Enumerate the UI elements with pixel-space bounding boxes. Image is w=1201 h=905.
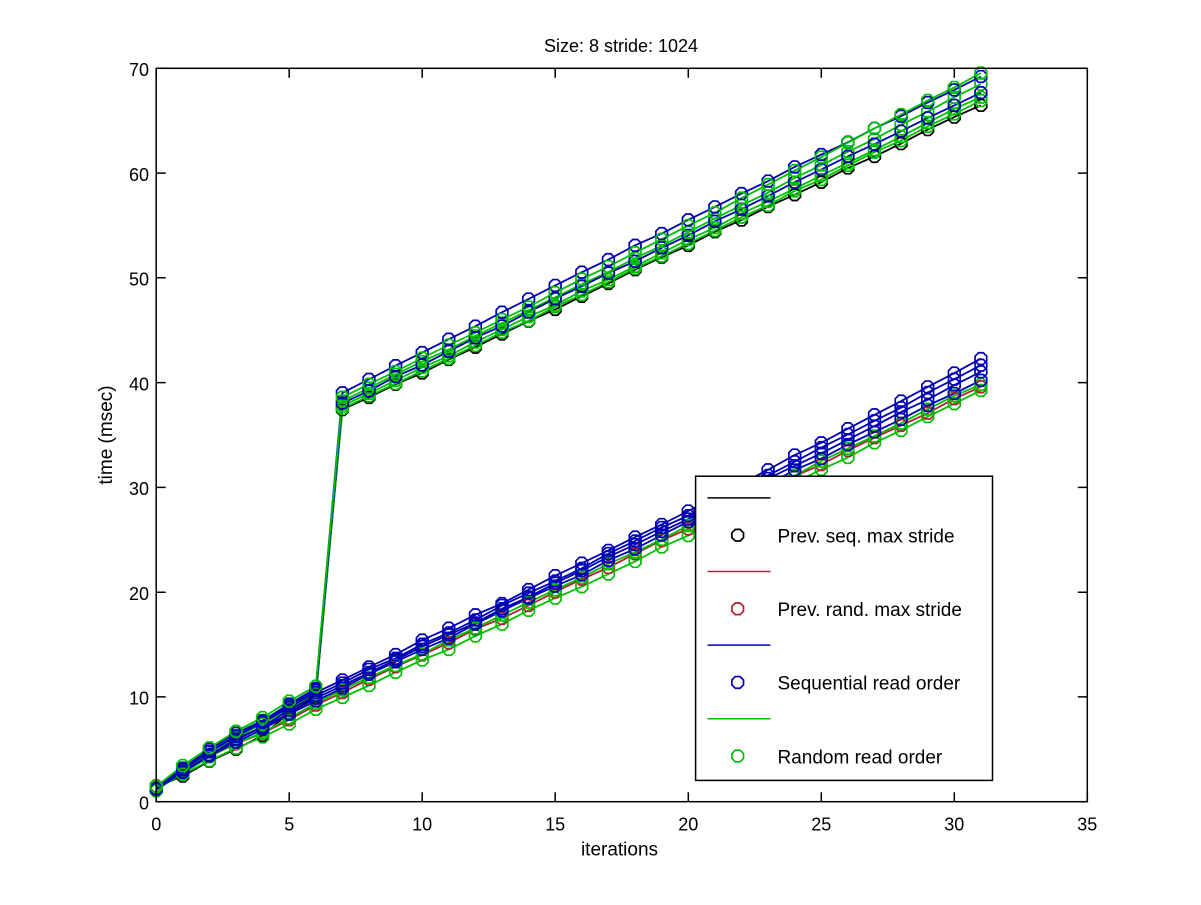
svg-text:30: 30 <box>129 479 149 499</box>
svg-text:Size: 8 stride: 1024: Size: 8 stride: 1024 <box>544 36 698 56</box>
svg-text:30: 30 <box>944 815 964 835</box>
svg-text:60: 60 <box>129 165 149 185</box>
svg-text:Prev. rand. max stride: Prev. rand. max stride <box>778 600 962 621</box>
svg-text:10: 10 <box>129 689 149 709</box>
svg-text:40: 40 <box>129 374 149 394</box>
svg-text:0: 0 <box>151 815 161 835</box>
svg-text:0: 0 <box>139 794 149 814</box>
svg-text:25: 25 <box>811 815 831 835</box>
svg-text:10: 10 <box>412 815 432 835</box>
svg-text:70: 70 <box>129 60 149 80</box>
svg-text:35: 35 <box>1077 815 1097 835</box>
svg-text:Sequential read order: Sequential read order <box>778 674 961 695</box>
svg-text:20: 20 <box>129 584 149 604</box>
svg-text:Random read order: Random read order <box>778 747 943 768</box>
svg-text:20: 20 <box>678 815 698 835</box>
svg-text:5: 5 <box>284 815 294 835</box>
svg-text:time (msec): time (msec) <box>96 385 117 484</box>
svg-text:iterations: iterations <box>581 840 658 861</box>
svg-text:Prev. seq. max stride: Prev. seq. max stride <box>778 527 955 548</box>
svg-text:50: 50 <box>129 270 149 290</box>
svg-text:15: 15 <box>545 815 565 835</box>
